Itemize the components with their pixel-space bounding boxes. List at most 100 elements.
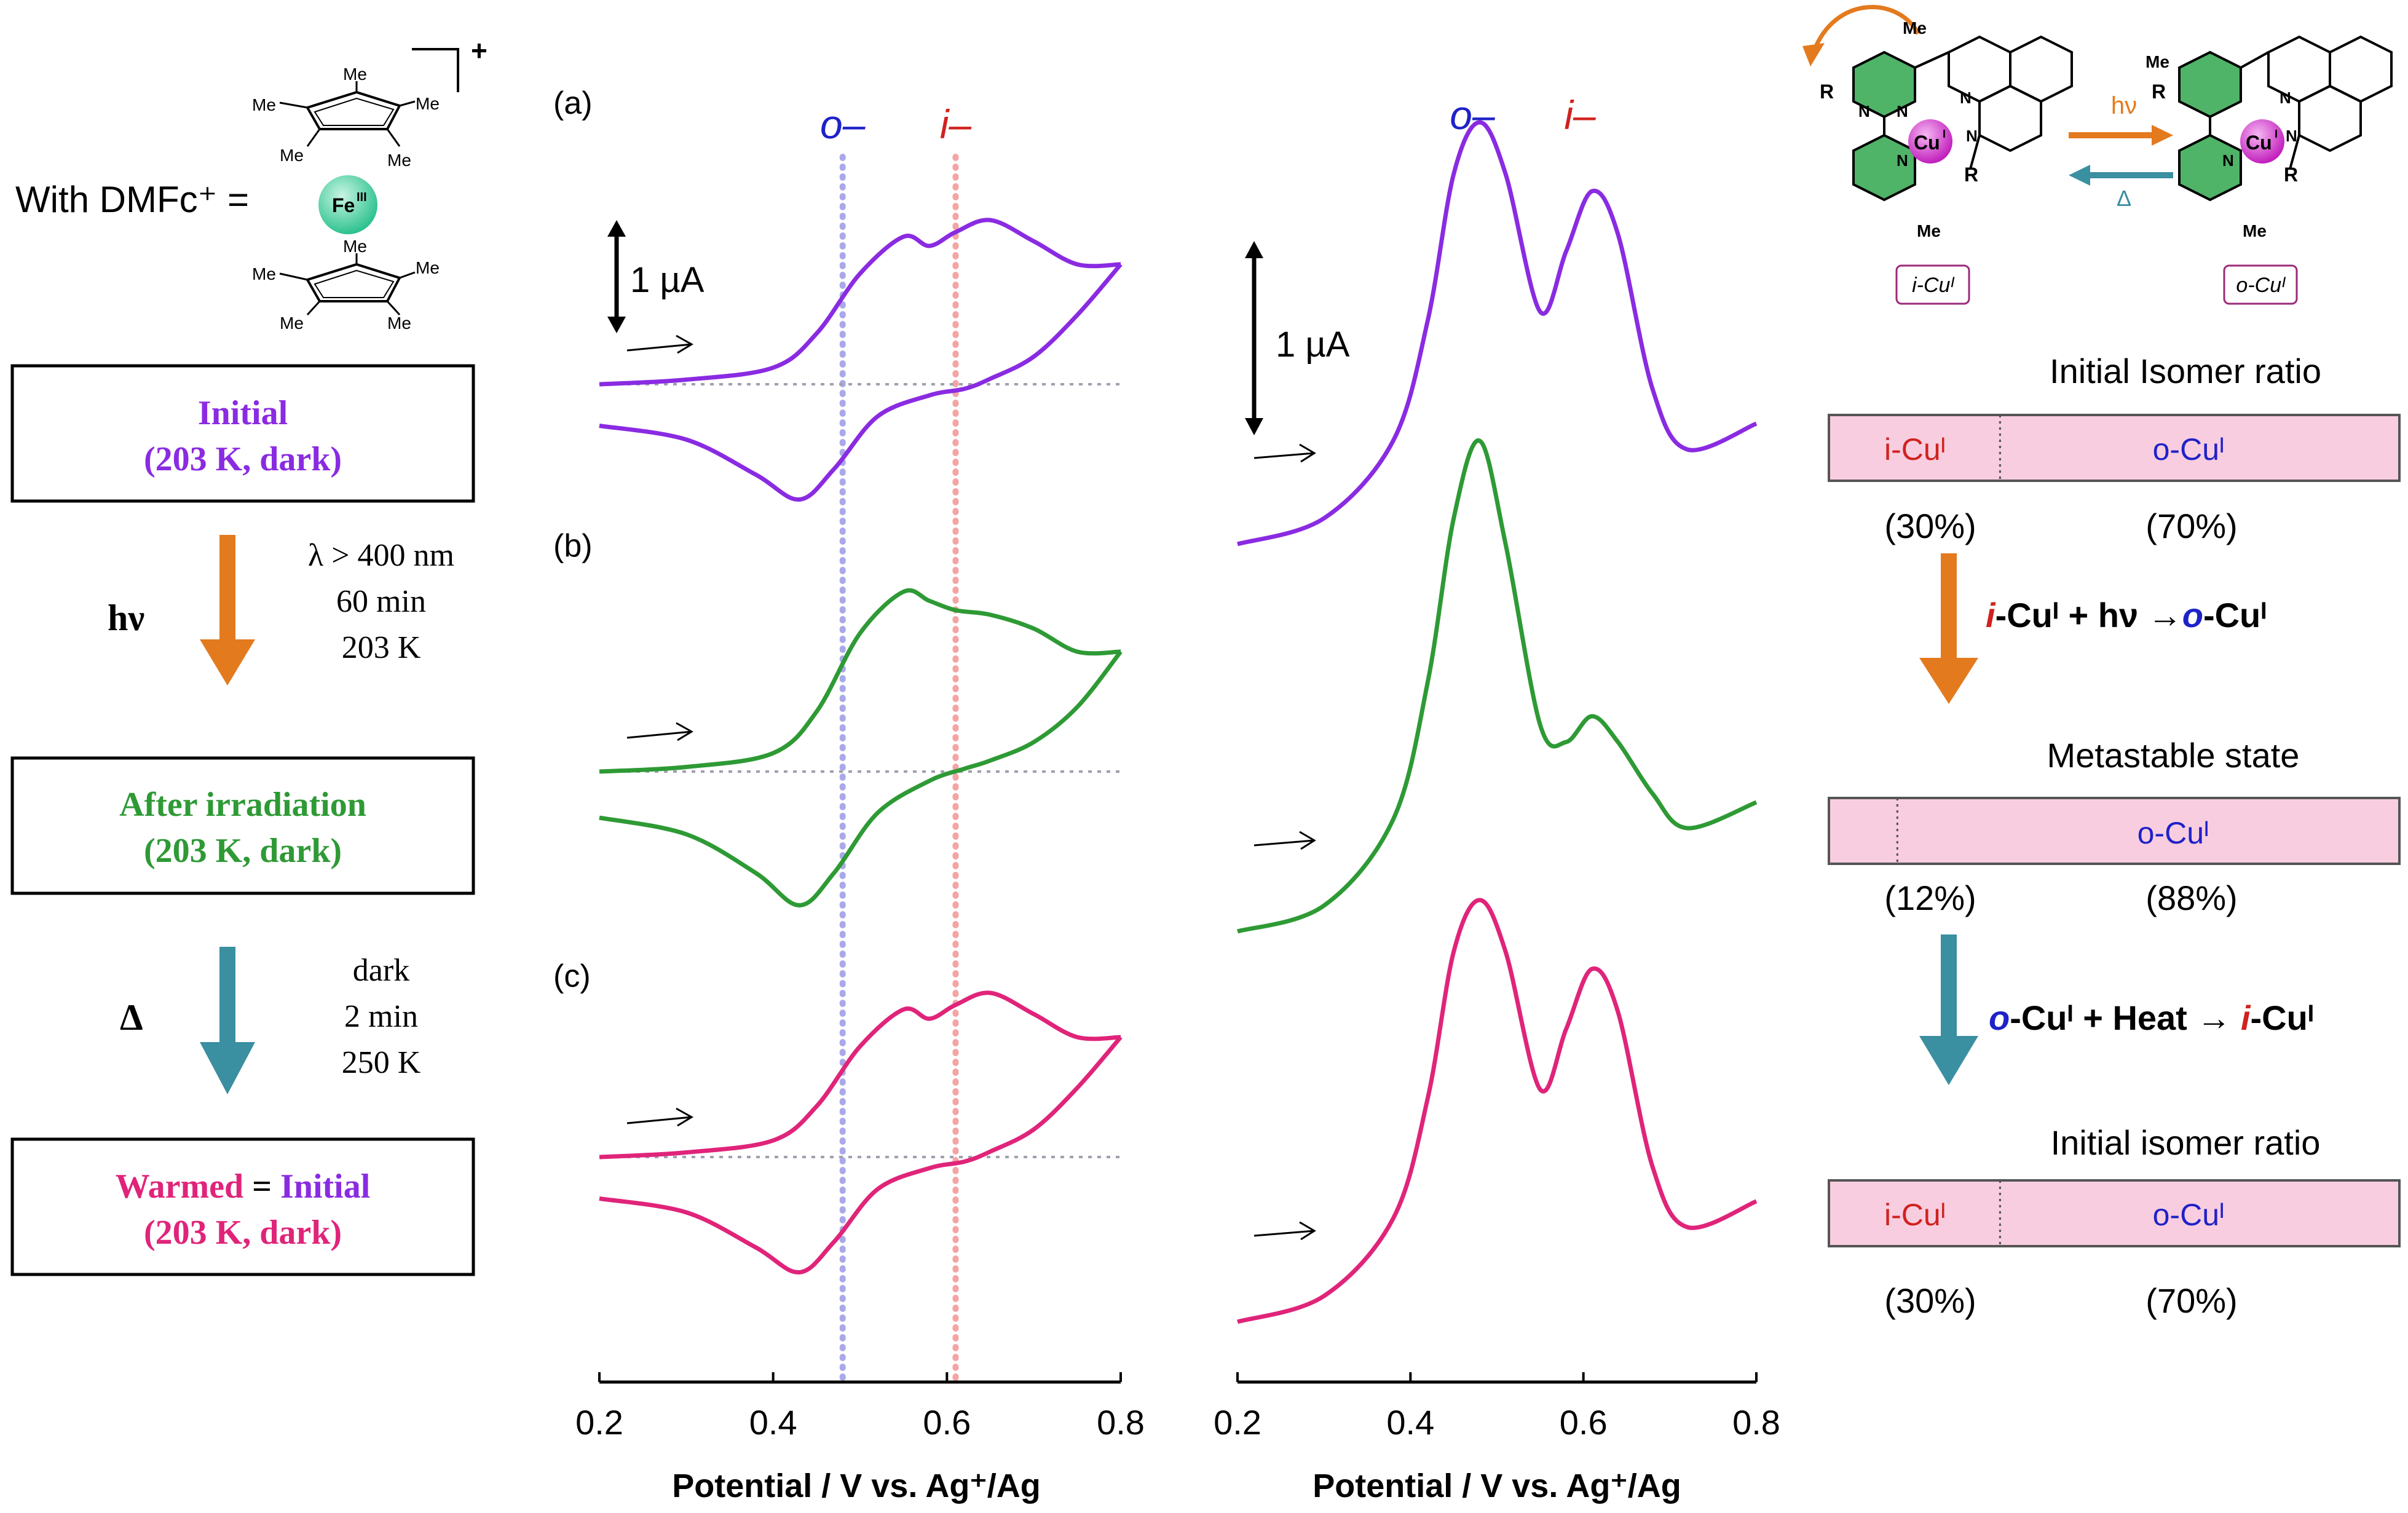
- reaction2-i: i: [2241, 998, 2251, 1037]
- box-irradiated: [10, 756, 475, 895]
- ratio3-i-label: i-Cuᴵ: [1884, 1198, 1946, 1232]
- cu-oxidation: I: [2275, 128, 2278, 140]
- o-cu-label: o-Cuᴵ: [2236, 274, 2286, 297]
- ratio-arrow-light: [1919, 553, 1978, 704]
- ratio1-title: Initial Isomer ratio: [2050, 352, 2321, 390]
- heat-condition-light: dark: [353, 953, 409, 988]
- cv-reverse-sweep-initial: [599, 263, 1123, 502]
- heat-step-symbol: Δ: [120, 997, 143, 1038]
- cu-oxidation: I: [1943, 128, 1946, 140]
- cv-scan-direction-arrow: [626, 343, 692, 352]
- me-label: Me: [280, 314, 304, 333]
- dpv-x-tick-label: 0.6: [1560, 1403, 1608, 1442]
- cv-reverse-sweep-warmed: [599, 1035, 1123, 1274]
- cv-reverse-sweep-irradiated: [599, 650, 1123, 907]
- box-initial: [10, 364, 475, 503]
- ratio2-bar: [1828, 797, 2401, 865]
- me-label: Me: [343, 65, 367, 84]
- ratio1-bar: [1828, 414, 2401, 482]
- reverse-symbol: Δ: [2117, 186, 2131, 211]
- me-label: Me: [416, 258, 440, 277]
- equilibrium-arrows: hν Δ: [2069, 92, 2173, 211]
- i-cu-label-box: [1895, 264, 1970, 305]
- dpv-i-marker: i–: [1564, 92, 1597, 138]
- fe-oxidation: III: [357, 191, 367, 204]
- box-initial-conditions: (203 K, dark): [144, 440, 342, 478]
- dpv-chart: o– i– 1 µA 0.2 0.4 0.6 0.8 Potential / V vs…: [1214, 92, 1780, 1504]
- cv-x-axis-label: Potential / V vs. Ag⁺/Ag: [672, 1468, 1041, 1504]
- dpv-x-tick-label: 0.2: [1214, 1403, 1261, 1442]
- ratio3-i-percent: (30%): [1884, 1281, 1976, 1320]
- n-label: N: [1897, 151, 1908, 170]
- cv-forward-sweep-initial: [599, 218, 1121, 387]
- i-cu-molecule: Cu I R R Me Me N N N N N i-Cuᴵ: [1802, 5, 2073, 305]
- dpv-scan-direction-arrowhead: [1299, 1221, 1316, 1241]
- reaction1-o: o: [2182, 596, 2203, 634]
- cv-forward-sweep-warmed: [599, 990, 1121, 1159]
- reaction2: o-Cuᴵ + Heat → i-Cuᴵ: [1989, 998, 2314, 1037]
- box-warmed-title: Warmed = Initial: [116, 1167, 371, 1206]
- me-label: Me: [252, 95, 276, 114]
- cv-scan-direction-arrow: [626, 1116, 692, 1124]
- dpv-scan-direction-arrowhead: [1299, 831, 1316, 850]
- ratio2-o-label: o-Cuᴵ: [2138, 816, 2209, 850]
- cv-o-marker: o–: [820, 101, 866, 147]
- heat-condition-time: 2 min: [344, 999, 418, 1034]
- me-label: Me: [343, 237, 367, 256]
- dpv-x-tick-label: 0.4: [1386, 1403, 1434, 1442]
- me-label: Me: [1917, 221, 1941, 240]
- light-condition-temp: 203 K: [342, 630, 421, 665]
- box-warmed: [10, 1137, 475, 1276]
- ratio1-o-percent: (70%): [2145, 507, 2237, 545]
- box-irradiated-conditions: (203 K, dark): [144, 832, 342, 870]
- pyrimidine-ring: [2178, 50, 2242, 119]
- me-label: Me: [280, 146, 304, 165]
- forward-symbol: hν: [2111, 92, 2137, 119]
- me-label: Me: [2145, 52, 2169, 71]
- cv-scan-direction-arrowhead: [676, 1107, 693, 1127]
- me-label: Me: [387, 314, 411, 333]
- ratio3-title: Initial isomer ratio: [2051, 1123, 2321, 1162]
- dpv-scale-label: 1 µA: [1276, 325, 1350, 365]
- dmfc-label: With DMFc⁺ =: [15, 179, 249, 220]
- bottom-cp-ring: [306, 263, 401, 302]
- ratio-arrow-heat: [1919, 934, 1978, 1085]
- me-label: Me: [2243, 221, 2267, 240]
- dpv-scan-direction-arrow: [1253, 452, 1315, 459]
- dpv-scale-bar: 1 µA: [1245, 241, 1350, 435]
- dpv-trace-irradiated: [1236, 438, 1758, 934]
- box-initial-title: Initial: [198, 394, 288, 432]
- cv-scale-label: 1 µA: [630, 260, 705, 300]
- top-cp-ring: [306, 90, 401, 130]
- n-label: N: [1960, 89, 1972, 107]
- reaction1-end: -Cuᴵ: [2203, 596, 2267, 634]
- complex-charge: +: [471, 34, 488, 66]
- reaction1-i: i: [1986, 596, 1996, 634]
- fe-sphere: [318, 175, 377, 234]
- light-condition-wavelength: λ > 400 nm: [308, 538, 454, 573]
- panel-letter-a: (a): [553, 85, 593, 121]
- reaction1-mid: -Cuᴵ + hν →: [1995, 596, 2182, 634]
- me-label: Me: [387, 151, 411, 170]
- dmfc-structure: + Me Me Me Me Me Fe III Me: [252, 34, 488, 333]
- cu-sphere: [2240, 119, 2284, 164]
- o-cu-molecule: Cu I R R Me Me N N N o-Cuᴵ: [2145, 35, 2393, 305]
- ratio1-i-percent: (30%): [1884, 507, 1976, 545]
- dpv-trace-warmed: [1236, 898, 1758, 1324]
- dpv-scan-direction-arrow: [1253, 839, 1315, 847]
- box-irradiated-title: After irradiation: [119, 786, 366, 824]
- cv-forward-sweep-irradiated: [599, 588, 1121, 774]
- me-label: Me: [252, 264, 276, 283]
- pyrimidine-ring: [1852, 50, 1916, 119]
- ratio1-o-label: o-Cuᴵ: [2153, 432, 2225, 467]
- n-label: N: [1897, 102, 1908, 120]
- n-label: N: [2222, 151, 2234, 170]
- dpv-x-axis-label: Potential / V vs. Ag⁺/Ag: [1313, 1468, 1681, 1504]
- cv-scale-bar: 1 µA: [607, 220, 705, 333]
- n-label: N: [1858, 102, 1870, 120]
- dpv-x-tick-label: 0.8: [1732, 1403, 1780, 1442]
- panel-letter-b: (b): [553, 528, 593, 564]
- ratio2-title: Metastable state: [2047, 736, 2300, 775]
- light-condition-time: 60 min: [336, 584, 426, 619]
- ratio1-i-label: i-Cuᴵ: [1884, 432, 1946, 467]
